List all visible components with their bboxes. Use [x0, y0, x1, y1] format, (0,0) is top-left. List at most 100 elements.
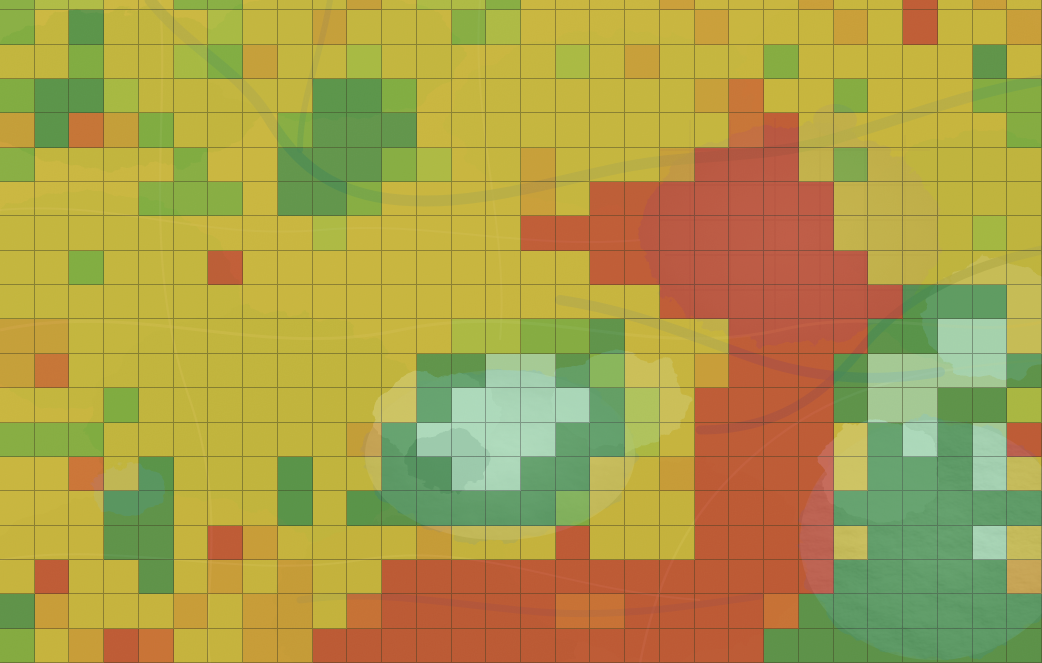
grid-cell[interactable]: [659, 182, 695, 217]
grid-cell[interactable]: [764, 388, 799, 423]
grid-cell[interactable]: [798, 525, 834, 560]
grid-cell[interactable]: [138, 216, 174, 251]
grid-cell[interactable]: [138, 559, 174, 595]
grid-cell[interactable]: [729, 456, 765, 492]
grid-cell[interactable]: [277, 628, 313, 663]
grid-cell[interactable]: [0, 10, 35, 45]
grid-cell[interactable]: [694, 491, 730, 526]
grid-cell[interactable]: [138, 113, 174, 148]
grid-cell[interactable]: [277, 113, 313, 148]
grid-cell[interactable]: [1007, 594, 1042, 629]
grid-cell[interactable]: [208, 594, 244, 629]
grid-cell[interactable]: [0, 456, 35, 492]
grid-cell[interactable]: [868, 79, 904, 114]
grid-cell[interactable]: [555, 285, 591, 320]
grid-cell[interactable]: [312, 182, 348, 217]
grid-cell[interactable]: [625, 216, 660, 251]
grid-cell[interactable]: [138, 10, 174, 45]
grid-cell[interactable]: [69, 147, 105, 183]
grid-cell[interactable]: [173, 353, 209, 389]
grid-cell[interactable]: [208, 559, 244, 595]
grid-cell[interactable]: [243, 319, 278, 354]
grid-cell[interactable]: [416, 216, 452, 251]
grid-cell[interactable]: [868, 491, 904, 526]
grid-cell[interactable]: [590, 0, 626, 11]
grid-cell[interactable]: [521, 147, 556, 183]
grid-cell[interactable]: [173, 319, 209, 354]
grid-cell[interactable]: [694, 250, 730, 286]
grid-cell[interactable]: [972, 594, 1008, 629]
grid-cell[interactable]: [764, 491, 799, 526]
grid-cell[interactable]: [382, 113, 417, 148]
grid-cell[interactable]: [277, 250, 313, 286]
grid-cell[interactable]: [416, 79, 452, 114]
grid-cell[interactable]: [34, 491, 70, 526]
grid-cell[interactable]: [208, 285, 244, 320]
grid-cell[interactable]: [451, 353, 487, 389]
grid-cell[interactable]: [937, 319, 973, 354]
grid-cell[interactable]: [903, 559, 938, 595]
grid-cell[interactable]: [555, 0, 591, 11]
grid-cell[interactable]: [486, 285, 521, 320]
grid-cell[interactable]: [903, 388, 938, 423]
grid-cell[interactable]: [798, 353, 834, 389]
grid-cell[interactable]: [868, 559, 904, 595]
grid-cell[interactable]: [1007, 319, 1042, 354]
grid-cell[interactable]: [208, 525, 244, 560]
grid-cell[interactable]: [173, 594, 209, 629]
grid-cell[interactable]: [555, 113, 591, 148]
grid-cell[interactable]: [416, 113, 452, 148]
grid-cell[interactable]: [555, 147, 591, 183]
grid-cell[interactable]: [208, 79, 244, 114]
grid-cell[interactable]: [277, 319, 313, 354]
grid-cell[interactable]: [382, 456, 417, 492]
grid-cell[interactable]: [382, 216, 417, 251]
grid-cell[interactable]: [729, 250, 765, 286]
grid-cell[interactable]: [0, 285, 35, 320]
grid-cell[interactable]: [590, 559, 626, 595]
grid-cell[interactable]: [555, 10, 591, 45]
grid-cell[interactable]: [0, 147, 35, 183]
grid-cell[interactable]: [521, 285, 556, 320]
grid-cell[interactable]: [1007, 353, 1042, 389]
grid-cell[interactable]: [451, 250, 487, 286]
grid-cell[interactable]: [277, 353, 313, 389]
grid-cell[interactable]: [937, 559, 973, 595]
grid-cell[interactable]: [208, 422, 244, 457]
grid-cell[interactable]: [729, 559, 765, 595]
grid-cell[interactable]: [590, 353, 626, 389]
grid-cell[interactable]: [937, 422, 973, 457]
grid-cell[interactable]: [347, 113, 383, 148]
grid-cell[interactable]: [1007, 147, 1042, 183]
grid-cell[interactable]: [659, 10, 695, 45]
grid-cell[interactable]: [694, 628, 730, 663]
grid-cell[interactable]: [382, 10, 417, 45]
grid-cell[interactable]: [937, 79, 973, 114]
grid-cell[interactable]: [694, 79, 730, 114]
grid-cell[interactable]: [173, 559, 209, 595]
grid-cell[interactable]: [798, 113, 834, 148]
grid-cell[interactable]: [798, 44, 834, 80]
grid-cell[interactable]: [625, 594, 660, 629]
grid-cell[interactable]: [659, 79, 695, 114]
grid-cell[interactable]: [729, 491, 765, 526]
grid-cell[interactable]: [104, 182, 139, 217]
grid-cell[interactable]: [764, 113, 799, 148]
grid-cell[interactable]: [1007, 182, 1042, 217]
grid-cell[interactable]: [486, 216, 521, 251]
grid-cell[interactable]: [486, 319, 521, 354]
grid-cell[interactable]: [937, 182, 973, 217]
grid-cell[interactable]: [382, 422, 417, 457]
grid-cell[interactable]: [868, 250, 904, 286]
grid-cell[interactable]: [694, 388, 730, 423]
grid-cell[interactable]: [138, 388, 174, 423]
grid-cell[interactable]: [729, 525, 765, 560]
grid-cell[interactable]: [590, 594, 626, 629]
grid-cell[interactable]: [416, 491, 452, 526]
grid-cell[interactable]: [243, 113, 278, 148]
grid-cell[interactable]: [729, 113, 765, 148]
grid-cell[interactable]: [347, 216, 383, 251]
grid-cell[interactable]: [243, 79, 278, 114]
grid-cell[interactable]: [555, 594, 591, 629]
grid-cell[interactable]: [555, 628, 591, 663]
